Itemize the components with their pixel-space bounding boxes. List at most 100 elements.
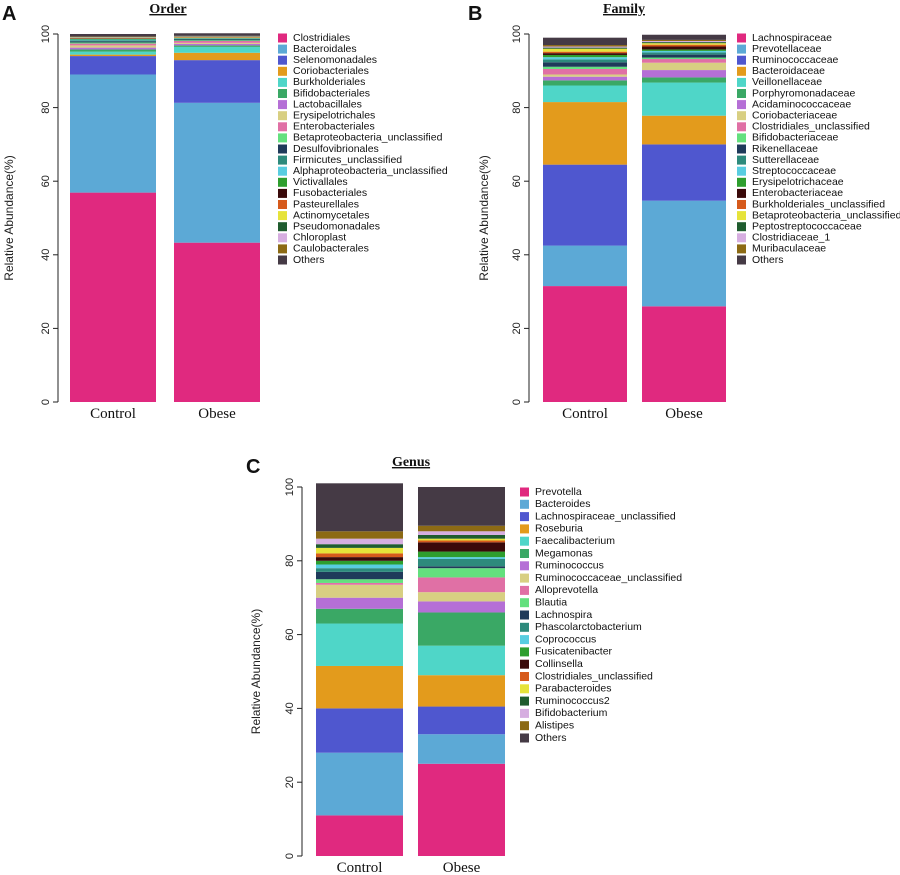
x-category-label: Obese <box>443 860 481 875</box>
bar-segment-control-2 <box>70 56 156 75</box>
x-category-label: Control <box>562 406 608 422</box>
legend-swatch <box>520 659 529 669</box>
panel-letter: C <box>246 456 260 478</box>
bar-segment-obese-19 <box>418 525 505 532</box>
legend-label: Lactobacillales <box>293 98 362 110</box>
legend: LachnospiraceaePrevotellaceaeRuminococca… <box>737 32 900 266</box>
legend-label: Lachnospiraceae_unclassified <box>535 510 676 522</box>
bar-segment-obese-3 <box>418 675 505 707</box>
legend-swatch <box>520 536 529 546</box>
legend-swatch <box>520 610 529 620</box>
bar-segment-obese-5 <box>174 45 260 47</box>
bar-segment-obese-7 <box>418 592 505 602</box>
bar-segment-obese-15 <box>642 44 726 47</box>
bar-segment-obese-6 <box>174 43 260 46</box>
bar-segment-control-14 <box>543 53 627 55</box>
bar-segment-obese-4 <box>642 82 726 116</box>
bar-segment-control-14 <box>316 557 403 561</box>
legend-swatch <box>278 166 287 176</box>
bar-segment-obese-14 <box>642 46 726 50</box>
bar-segment-control-17 <box>543 47 627 49</box>
legend-swatch <box>737 155 746 165</box>
legend-label: Roseburia <box>535 523 583 535</box>
legend-swatch <box>278 144 287 154</box>
legend-swatch <box>278 33 287 43</box>
legend-swatch <box>520 561 529 571</box>
legend-label: Victivallales <box>293 176 348 188</box>
bar-segment-control-6 <box>543 76 627 81</box>
legend-label: Enterobacteriaceae <box>752 187 843 199</box>
bar-segment-control-3 <box>316 665 403 709</box>
bar-segment-control-2 <box>316 708 403 753</box>
bar-segment-control-3 <box>543 102 627 165</box>
legend-label: Burkholderiales <box>293 76 365 88</box>
legend-label: Coprococcus <box>535 633 596 645</box>
bar-segment-obese-19 <box>642 39 726 41</box>
bar-segment-obese-11 <box>418 558 505 567</box>
bar-segment-obese-18 <box>642 40 726 43</box>
bar-segment-control-8 <box>316 582 403 585</box>
legend-swatch <box>520 549 529 558</box>
bar-segment-obese-7 <box>174 42 260 44</box>
bar-segment-obese-17 <box>642 42 726 44</box>
x-category-label: Control <box>337 860 383 875</box>
y-tick-label: 20 <box>511 322 523 334</box>
bar-segment-control-0 <box>543 286 627 402</box>
legend-label: Erysipelotrichaceae <box>752 176 844 188</box>
y-axis-label: Relative Abundance(%) <box>2 155 16 280</box>
bar-segment-obese-3 <box>174 52 260 61</box>
legend-label: Ruminococcaceae <box>752 54 839 66</box>
legend-label: Bacteroidaceae <box>752 65 825 77</box>
bar-segment-control-6 <box>316 597 403 609</box>
legend-swatch <box>737 177 746 187</box>
y-tick-label: 100 <box>284 478 296 496</box>
y-tick-label: 60 <box>511 175 523 187</box>
bar-segment-control-4 <box>543 85 627 103</box>
chart-panel-b: B Family Relative Abundance(%) 0 20 40 60 80 100… <box>468 2 900 422</box>
y-axis-label: Relative Abundance(%) <box>477 155 491 280</box>
bar-segment-control-13 <box>316 560 403 565</box>
y-axis-label: Relative Abundance(%) <box>249 609 263 734</box>
legend-label: Selenomonadales <box>293 54 377 66</box>
legend-swatch <box>520 721 529 731</box>
legend-label: Prevotella <box>535 486 582 498</box>
bar-segment-control-15 <box>316 553 403 558</box>
bar-segment-obese-9 <box>174 40 260 41</box>
legend-label: Lachnospira <box>535 609 592 621</box>
legend-swatch <box>520 512 529 522</box>
legend-label: Muribaculaceae <box>752 243 826 255</box>
legend-swatch <box>737 222 746 232</box>
bar-segment-obese-14 <box>418 542 505 552</box>
bar-segment-control-5 <box>543 80 627 86</box>
bar-segment-obese-20 <box>642 34 726 40</box>
y-tick-label: 40 <box>40 249 52 261</box>
legend-swatch <box>278 111 287 121</box>
legend-label: Others <box>535 732 567 744</box>
bar-segment-obese-3 <box>642 115 726 145</box>
bar-segment-control-12 <box>70 39 156 41</box>
legend-label: Firmicutes_unclassified <box>293 154 402 166</box>
legend-label: Collinsella <box>535 658 583 670</box>
y-tick-label: 60 <box>284 628 296 640</box>
bar-segment-obese-10 <box>174 39 260 41</box>
legend-label: Parabacteroides <box>535 683 611 695</box>
legend-label: Desulfovibrionales <box>293 143 379 155</box>
bar-segment-control-5 <box>316 608 403 624</box>
bar-segment-control-16 <box>543 48 627 52</box>
legend-label: Betaproteobacteria_unclassified <box>752 209 900 221</box>
y-tick-label: 0 <box>511 399 523 405</box>
bar-segment-control-9 <box>70 42 156 44</box>
bar-segment-control-17 <box>316 544 403 548</box>
bar-segment-obese-10 <box>642 54 726 58</box>
legend-swatch <box>737 211 746 221</box>
legend-swatch <box>737 100 746 110</box>
legend-label: Ruminococcaceae_unclassified <box>535 572 682 584</box>
bar-segment-control-1 <box>316 752 403 816</box>
bar-segment-obese-20 <box>418 487 505 526</box>
y-tick-label: 80 <box>511 101 523 113</box>
legend-label: Actinomycetales <box>293 209 369 221</box>
legend-swatch <box>737 144 746 154</box>
bar-segment-obese-16 <box>418 538 505 541</box>
bar-segment-obese-5 <box>642 77 726 83</box>
